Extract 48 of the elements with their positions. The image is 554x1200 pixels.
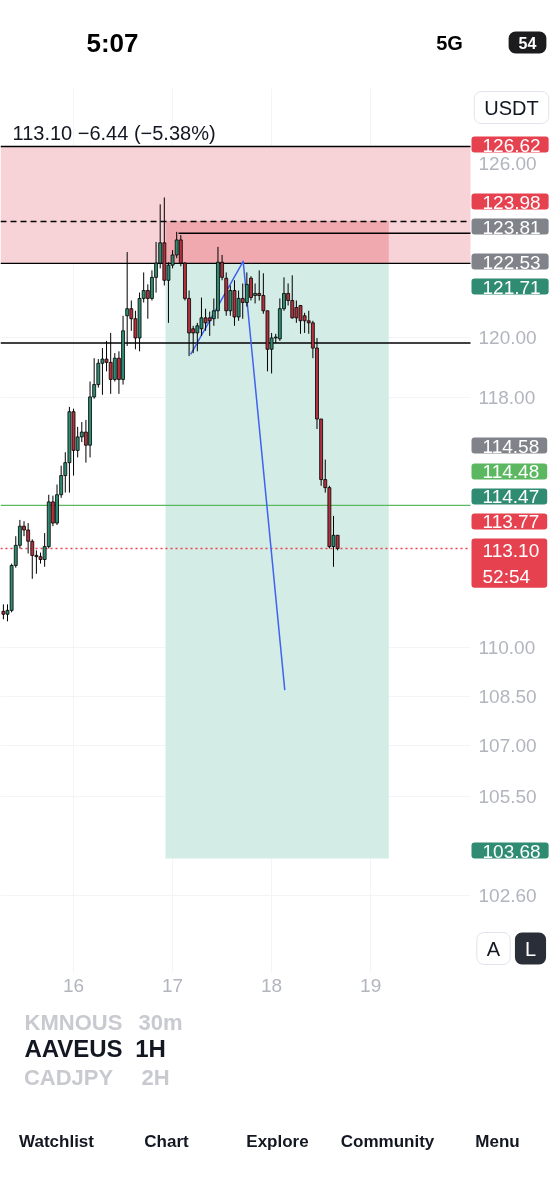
candlestick — [112, 352, 117, 383]
text: 126.62 — [482, 134, 541, 156]
text: 113.77 — [482, 511, 540, 533]
x-tick-label: 18 — [261, 974, 283, 996]
text: Community — [340, 1132, 435, 1151]
text: 114.47 — [482, 486, 540, 508]
text: 54 — [518, 34, 537, 52]
text: L — [524, 937, 537, 960]
candlestick — [298, 304, 303, 335]
text: Watchlist — [19, 1132, 95, 1151]
text: Explore — [246, 1132, 309, 1151]
text: 122.53 — [482, 251, 541, 273]
x-tick-label: 19 — [360, 974, 382, 996]
y-tick-label: 105.50 — [478, 785, 537, 807]
text: 103.68 — [482, 840, 541, 862]
candlestick — [240, 282, 245, 320]
candlestick — [100, 347, 105, 396]
candlestick — [294, 299, 299, 324]
text: Chart — [144, 1132, 190, 1151]
candlestick — [253, 282, 257, 304]
text: A — [486, 937, 501, 960]
candlestick — [249, 275, 253, 301]
text: Menu — [475, 1132, 520, 1151]
text: 5G — [436, 31, 463, 54]
y-tick-label: 110.00 — [478, 636, 536, 658]
candlestick — [26, 522, 31, 555]
x-tick-label: 17 — [162, 974, 184, 996]
y-tick-label: 126.00 — [478, 153, 537, 175]
candlestick — [290, 274, 295, 320]
text: USDT — [484, 96, 539, 119]
y-tick-label: 108.50 — [478, 685, 537, 707]
y-tick-label: 102.60 — [478, 884, 537, 906]
candlestick — [244, 271, 249, 308]
text: 113.10 −6.44 (−5.38%) — [12, 121, 216, 144]
y-tick-label: 120.00 — [478, 327, 537, 349]
ref-line-label: 113.10 52:54 — [482, 540, 540, 587]
text: 121.71 — [482, 276, 541, 298]
text: 123.81 — [482, 216, 541, 238]
y-tick-label: 107.00 — [478, 735, 537, 757]
text: 1H — [135, 1035, 166, 1062]
ref-line-label: 114.48 — [482, 461, 540, 483]
x-tick-label: 16 — [62, 974, 85, 996]
text: 123.98 — [482, 191, 541, 213]
text: 114.58 — [482, 435, 540, 457]
candlestick — [203, 308, 208, 332]
text: AAVEUS — [24, 1035, 123, 1062]
text: 5:07 — [86, 27, 139, 58]
y-tick-label: 118.00 — [478, 387, 536, 408]
